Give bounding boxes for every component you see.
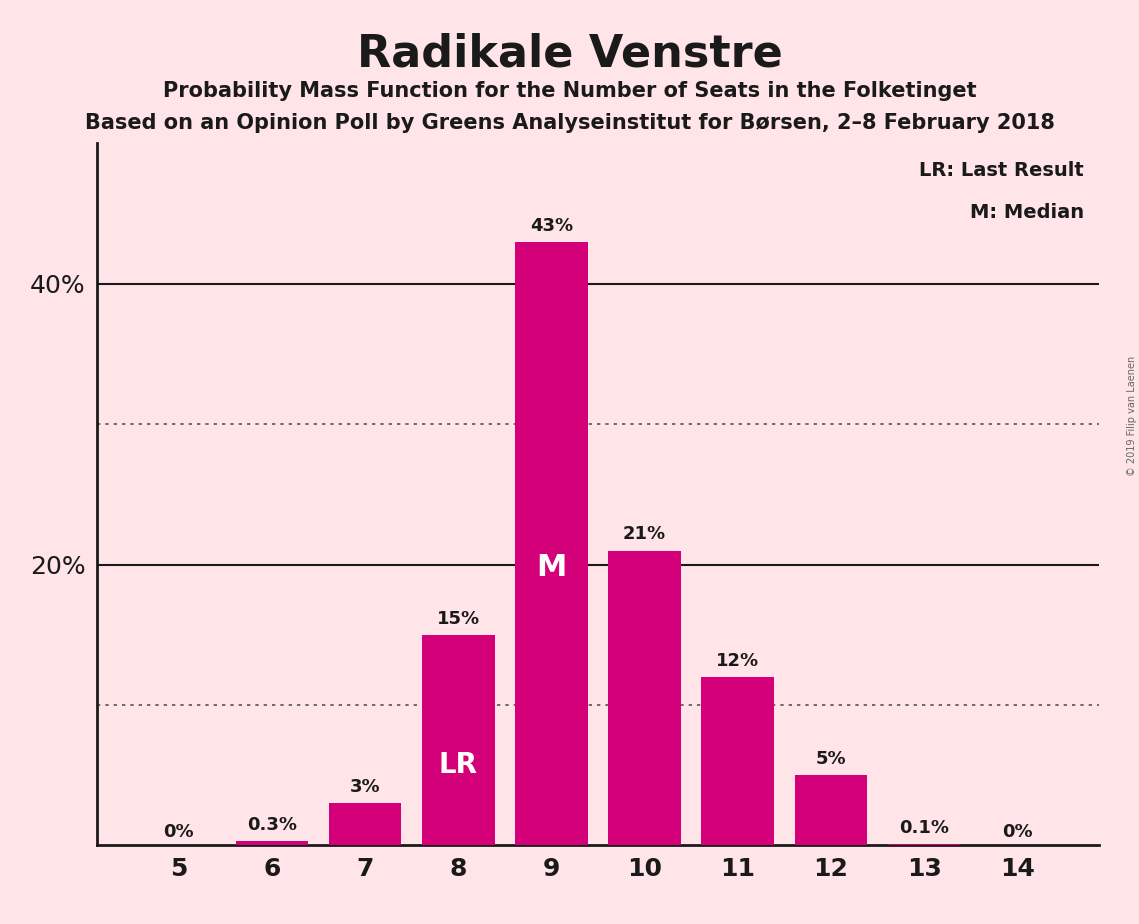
Text: 21%: 21% (623, 526, 666, 543)
Bar (329, 803, 401, 845)
Bar (236, 841, 309, 845)
Bar (608, 551, 681, 845)
Text: 0.1%: 0.1% (899, 819, 949, 837)
Bar (421, 635, 494, 845)
Text: 0.3%: 0.3% (247, 816, 297, 834)
Text: 5%: 5% (816, 750, 846, 768)
Bar (515, 241, 588, 845)
Text: 43%: 43% (530, 216, 573, 235)
Text: LR: LR (439, 751, 477, 780)
Text: 12%: 12% (716, 652, 760, 670)
Text: 15%: 15% (436, 610, 480, 627)
Text: © 2019 Filip van Laenen: © 2019 Filip van Laenen (1126, 356, 1137, 476)
Text: 0%: 0% (163, 823, 194, 841)
Bar (795, 775, 867, 845)
Text: M: M (536, 553, 566, 582)
Text: 0%: 0% (1002, 823, 1033, 841)
Bar (887, 844, 960, 845)
Text: Probability Mass Function for the Number of Seats in the Folketinget: Probability Mass Function for the Number… (163, 81, 976, 102)
Text: M: Median: M: Median (970, 203, 1084, 222)
Bar (702, 677, 775, 845)
Text: 3%: 3% (350, 778, 380, 796)
Text: LR: Last Result: LR: Last Result (919, 161, 1084, 180)
Text: Radikale Venstre: Radikale Venstre (357, 32, 782, 76)
Text: Based on an Opinion Poll by Greens Analyseinstitut for Børsen, 2–8 February 2018: Based on an Opinion Poll by Greens Analy… (84, 113, 1055, 133)
